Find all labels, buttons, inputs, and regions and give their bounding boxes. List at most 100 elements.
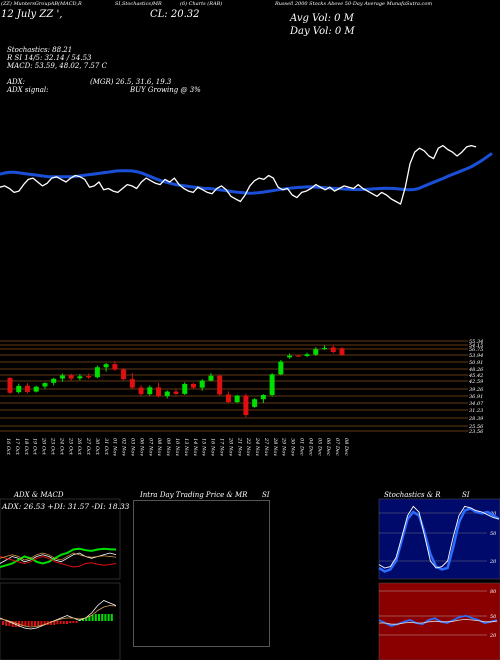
- candle-body: [33, 386, 39, 392]
- candle-body: [260, 394, 266, 400]
- candle-body: [121, 369, 127, 380]
- date-label: 28 Nov: [272, 437, 278, 456]
- date-label: 22 Nov: [245, 437, 251, 456]
- main-price-chart: 55.3454.1556.7553.9450.9148.2645.4242.59…: [0, 144, 493, 456]
- candle-body: [304, 354, 310, 356]
- date-label: 01 Dec: [299, 438, 305, 456]
- intra-panel-suffix: SI: [262, 491, 270, 499]
- candle-body: [322, 348, 328, 350]
- price-level-label: 36.91: [469, 394, 483, 400]
- macd-histogram-bar: [8, 621, 11, 626]
- candle-body: [16, 385, 22, 393]
- date-label: 29 Nov: [281, 437, 287, 456]
- macd-panel: [0, 582, 121, 660]
- adx-panel-frame: [0, 498, 121, 580]
- candle-body: [313, 349, 319, 355]
- price-level-label: 45.42: [468, 373, 483, 379]
- macd-line: [0, 600, 117, 630]
- candle-body: [252, 399, 258, 407]
- candle-body: [24, 385, 30, 392]
- candle-body: [59, 375, 65, 379]
- candle-body: [225, 394, 231, 403]
- candle-body: [7, 378, 13, 393]
- date-label: 10 Nov: [174, 438, 180, 456]
- date-label: 05 Dec: [316, 438, 322, 456]
- price-level-label: 39.26: [469, 387, 484, 393]
- header-line1-mid1: SI,Stochastics)MR: [115, 1, 162, 7]
- price-level-label: 54.15: [469, 343, 483, 349]
- date-label: 07 Dec: [334, 438, 340, 456]
- macd-histogram-bar: [110, 614, 113, 621]
- price-level-label: 23.56: [468, 429, 484, 435]
- price-level-label: 42.59: [468, 379, 484, 385]
- intraday-panel: [133, 500, 270, 647]
- macd-histogram-bar: [5, 621, 8, 626]
- macd-histogram-bar: [62, 621, 65, 624]
- macd-histogram-bar: [21, 621, 24, 626]
- date-label: 30 Nov: [290, 438, 296, 456]
- date-label: 24 Oct: [58, 437, 64, 456]
- date-label: 03 Nov: [130, 438, 136, 456]
- price-level-label: 34.07: [469, 401, 484, 407]
- adx-values: ADX: 26.53 +DI: 31.57 -DI: 18.33: [1, 502, 130, 511]
- candle-body: [234, 395, 240, 403]
- macd-histogram-bar: [30, 621, 33, 626]
- rsi-tick-label: 50: [490, 614, 497, 620]
- candle-body: [330, 347, 336, 352]
- candle-body: [42, 383, 48, 387]
- macd-histogram-bar: [14, 621, 17, 627]
- candle-body: [129, 379, 135, 388]
- header-day-vol: Day Vol: 0 M: [290, 26, 355, 37]
- candle-body: [147, 387, 153, 395]
- intra-panel-title: Intra Day Trading Price & MR: [140, 491, 248, 499]
- candle-body: [217, 375, 223, 395]
- price-level-label: 53.94: [469, 353, 483, 359]
- candle-body: [182, 383, 188, 394]
- date-label: 08 Dec: [343, 438, 349, 456]
- stochastics-readout: Stochastics: 88.21: [7, 46, 73, 54]
- stochastics-panel: 80 50 20: [378, 498, 500, 580]
- candle-body: [164, 391, 170, 397]
- date-label: 27 Oct: [85, 437, 91, 456]
- candle-body: [173, 391, 179, 394]
- date-label: 17 Oct: [14, 438, 20, 456]
- macd-readout: MACD: 53.59, 48.02, 7.57 C: [7, 62, 107, 70]
- stoch-panel-suffix: SI: [462, 491, 470, 499]
- candle-body: [51, 378, 57, 383]
- date-label: 19 Oct: [32, 438, 38, 456]
- date-label: 27 Nov: [263, 437, 269, 456]
- macd-histogram-bar: [40, 621, 43, 625]
- plus-di-line: [0, 547, 117, 568]
- macd-histogram-bar: [107, 614, 110, 621]
- rsi-panel: 80 50 20: [378, 582, 500, 660]
- candle-body: [138, 387, 144, 395]
- candle-body: [199, 380, 205, 388]
- rsi-readout: R SI 14/5: 32.14 / 54.53: [7, 54, 92, 62]
- macd-histogram-bar: [75, 621, 78, 623]
- macd-histogram-bar: [37, 621, 40, 626]
- rsi-tick-label: 20: [489, 633, 497, 639]
- date-label: 16 Oct: [5, 438, 11, 456]
- macd-histogram-bar: [98, 614, 100, 621]
- price-line: [0, 144, 477, 205]
- date-label: 02 Nov: [121, 438, 127, 456]
- macd-histogram-bar: [34, 621, 36, 626]
- candle-body: [208, 375, 214, 381]
- stochastics-k-line: [378, 507, 500, 573]
- macd-histogram-bar: [82, 618, 84, 621]
- candle-body: [339, 348, 345, 355]
- candle-body: [287, 355, 293, 358]
- candle-body: [156, 387, 162, 397]
- header-line1-left: (ZZ) MuntersGroupAB(MACD,R: [1, 1, 82, 7]
- macd-histogram-bar: [85, 617, 88, 621]
- adx-panel-title: ADX & MACD: [14, 491, 64, 499]
- candle-body: [269, 374, 275, 395]
- date-label: 15 Nov: [201, 438, 207, 456]
- price-level-label: 48.26: [468, 367, 484, 373]
- macd-histogram-bar: [66, 621, 68, 624]
- date-label: 17 Nov: [218, 438, 224, 456]
- date-label: 04 Dec: [307, 438, 313, 456]
- date-label: 13 Nov: [183, 438, 189, 456]
- date-label: 31 Oct: [103, 438, 109, 456]
- macd-histogram-bar: [69, 621, 72, 623]
